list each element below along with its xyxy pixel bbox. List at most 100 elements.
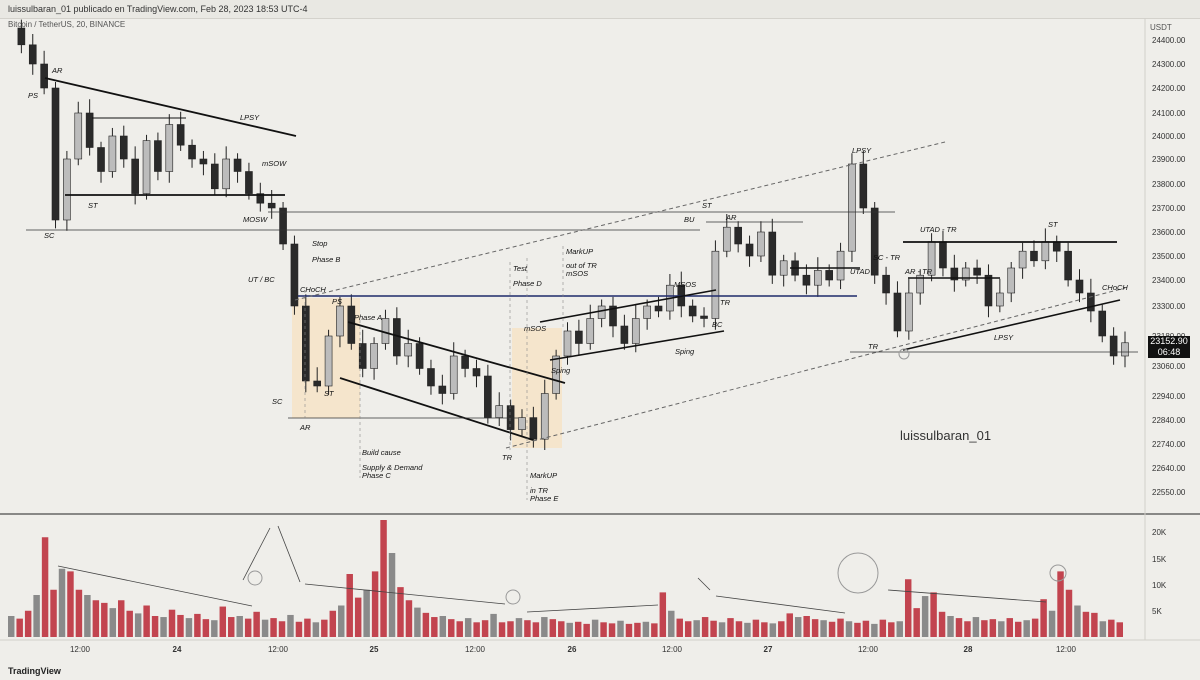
candle-down — [472, 368, 481, 377]
volume-bar — [1057, 571, 1064, 637]
annotation-label: PS — [28, 91, 38, 100]
volume-bar — [24, 610, 32, 637]
annotation-labels: PS AR SC ST LPSY mSOW MOSW UT / BC CHoCH PS SC AR ST… — [28, 66, 1128, 503]
volume-bar — [1082, 611, 1090, 637]
volume-bar — [676, 618, 683, 637]
annotation-label: CHoCH — [1102, 283, 1128, 292]
tradingview-logo: TradingView — [8, 666, 61, 676]
volume-bar — [1091, 612, 1098, 637]
annotation-label: Sping — [551, 366, 571, 375]
candle-up — [108, 135, 117, 172]
volume-bar — [1048, 610, 1056, 637]
candle-down — [188, 144, 196, 160]
volume-bar — [1040, 599, 1047, 637]
price-tick-label: 23400.00 — [1152, 276, 1186, 285]
candle-down — [688, 305, 697, 317]
volume-bar — [701, 617, 709, 637]
volume-bar — [862, 620, 870, 637]
volume-bar — [617, 620, 624, 637]
price-tick-label: 23500.00 — [1152, 252, 1186, 261]
time-tick-label: 28 — [964, 645, 973, 654]
volume-bar — [481, 620, 489, 637]
annotation-label: AR - TR — [904, 267, 933, 276]
candle-up — [597, 305, 606, 319]
price-tick-label: 23600.00 — [1152, 228, 1186, 237]
candle-down — [734, 226, 742, 245]
candle-up — [222, 158, 230, 190]
volume-bar — [431, 617, 438, 637]
volume-bar — [981, 620, 988, 637]
volume-bar — [448, 619, 455, 637]
volume-bar — [1014, 621, 1022, 637]
vol-trend-2 — [242, 527, 271, 581]
volume-bar — [50, 589, 57, 637]
volume-bar — [490, 613, 497, 637]
candle-down — [973, 267, 981, 276]
annotation-label: MSOS — [674, 280, 696, 289]
channel-bottom — [339, 377, 534, 441]
volume-bars — [8, 520, 1123, 637]
candle-down — [302, 305, 310, 382]
volume-bar — [304, 618, 311, 637]
volume-bar — [938, 611, 946, 637]
volume-bar — [879, 619, 887, 637]
candle-up — [336, 305, 344, 337]
vol-trend-8 — [887, 589, 1047, 603]
candle-down — [97, 147, 105, 172]
candle-down — [802, 274, 811, 286]
current-price: 23152.90 — [1150, 336, 1188, 346]
candle-up — [722, 226, 731, 252]
time-tick-label: 26 — [568, 645, 577, 654]
candle-down — [154, 140, 162, 172]
volume-bar — [794, 617, 802, 637]
volume-bar — [134, 613, 142, 637]
volume-bar — [456, 621, 463, 637]
price-tick-label: 23060.00 — [1152, 362, 1186, 371]
volume-bar — [608, 623, 616, 637]
candle-down — [825, 270, 833, 281]
candle-up — [1121, 342, 1129, 357]
volume-bar — [693, 620, 700, 637]
volume-tick-label: 5K — [1152, 607, 1162, 616]
volume-bar — [1074, 605, 1081, 637]
volume-bar — [1006, 618, 1013, 637]
volume-bar — [558, 621, 565, 637]
candle-up — [757, 231, 765, 257]
annotation-label: AR — [725, 213, 737, 222]
volume-bar — [625, 623, 633, 637]
annotation-label: Build cause — [362, 448, 401, 457]
volume-bar — [541, 617, 548, 637]
volume-tick-label: 15K — [1152, 555, 1167, 564]
volume-bar — [566, 622, 573, 637]
candle-up — [836, 250, 845, 281]
candle-down — [893, 292, 902, 332]
time-tick-label: 12:00 — [858, 645, 879, 654]
vol-trend-5 — [526, 604, 659, 613]
candle-up — [142, 140, 151, 194]
price-tick-label: 24400.00 — [1152, 36, 1186, 45]
price-tick-label: 24300.00 — [1152, 60, 1186, 69]
volume-bar — [118, 600, 125, 637]
candle-up — [1007, 267, 1016, 294]
candle-down — [199, 158, 208, 165]
volume-bar — [312, 622, 320, 637]
highlight-circle — [247, 570, 263, 586]
annotation-label: Supply & Demand — [362, 463, 423, 472]
volume-bar — [803, 616, 810, 637]
annotation-label: CHoCH — [300, 285, 326, 294]
volume-bar — [321, 619, 328, 637]
annotation-label: ST — [324, 389, 335, 398]
price-tick-label: 24000.00 — [1152, 132, 1186, 141]
logo-text: TradingView — [8, 666, 61, 676]
candle-down — [870, 207, 879, 276]
volume-bar — [228, 617, 235, 637]
candle-down — [882, 274, 890, 294]
candle-down — [51, 87, 60, 221]
annotation-label: TR — [720, 298, 731, 307]
volume-bar — [532, 622, 540, 637]
candle-down — [1030, 250, 1038, 262]
volume-bar — [422, 612, 430, 637]
volume-bar — [388, 553, 396, 637]
volume-tick-label: 20K — [1152, 528, 1167, 537]
